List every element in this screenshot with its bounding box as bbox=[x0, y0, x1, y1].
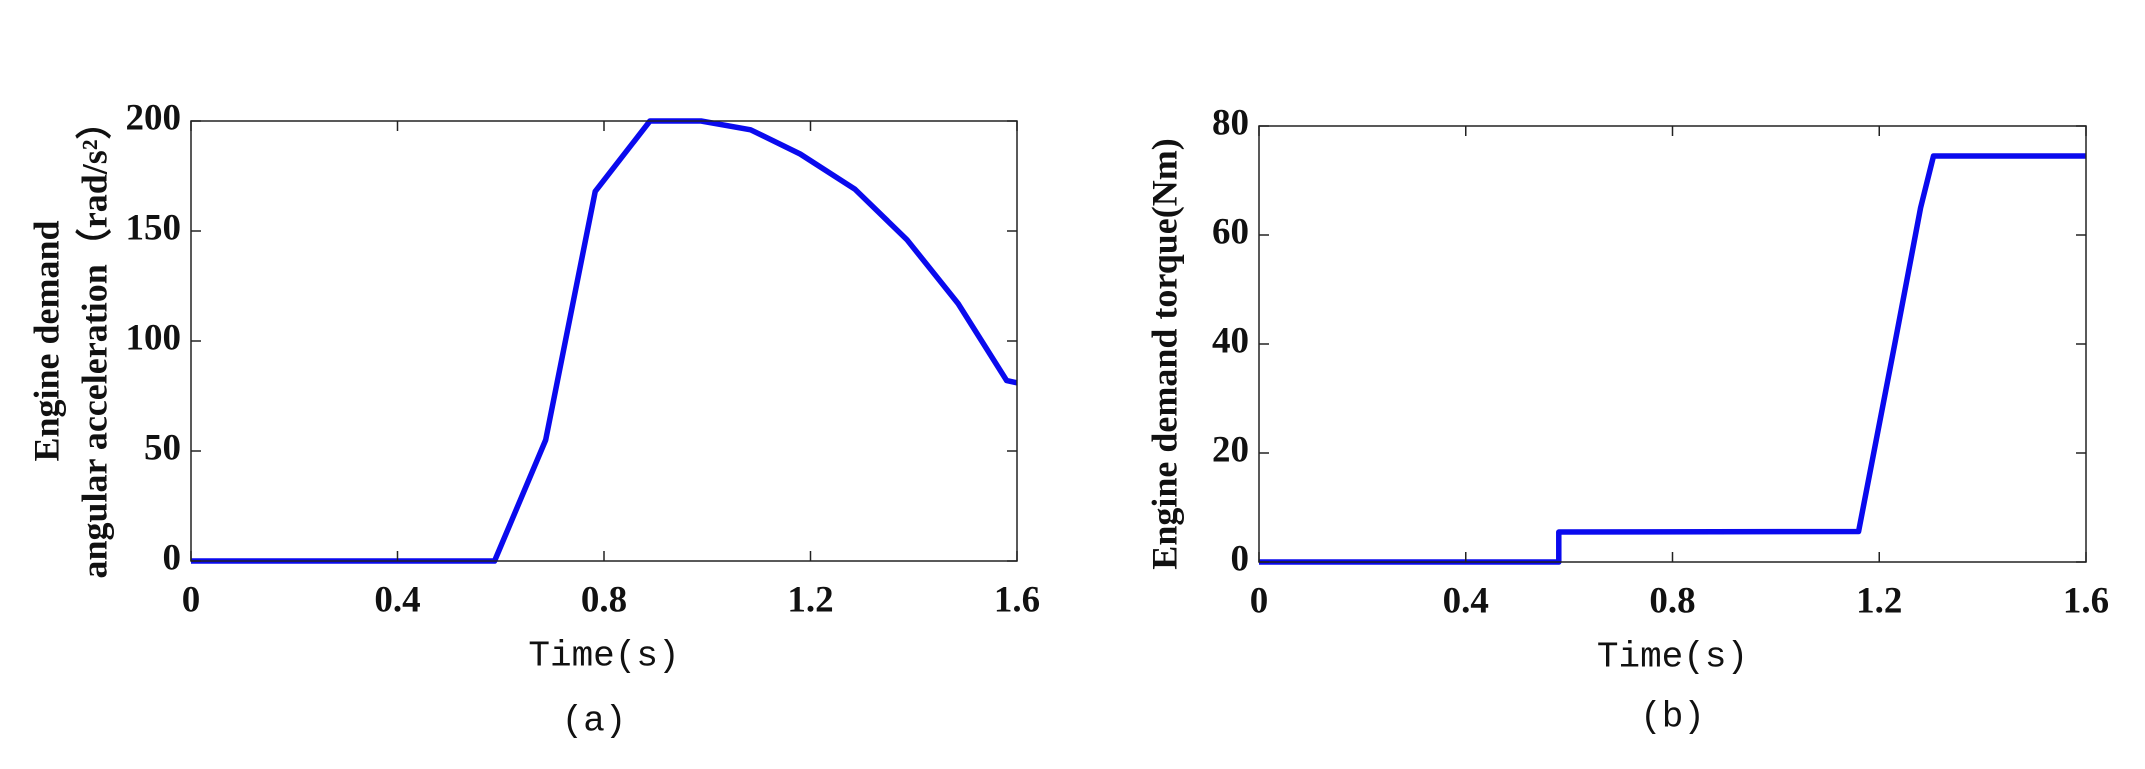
x-axis-label: Time(s) bbox=[1597, 637, 1748, 678]
y-tick-label: 150 bbox=[126, 207, 182, 248]
caption: (a) bbox=[562, 701, 627, 742]
x-axis-label: Time(s) bbox=[528, 636, 679, 677]
x-tick-label: 0.8 bbox=[1649, 580, 1695, 621]
y-tick-label: 80 bbox=[1212, 102, 1249, 143]
line bbox=[191, 118, 1018, 564]
y-tick-label: 0 bbox=[163, 537, 182, 578]
x-tick-label: 0 bbox=[182, 579, 201, 620]
y-tick-label: 0 bbox=[1231, 538, 1250, 579]
x-tick-label: 1.2 bbox=[1856, 580, 1902, 621]
x-tick-label: 1.6 bbox=[994, 579, 1040, 620]
y-tick-label: 20 bbox=[1212, 429, 1249, 470]
y-tick-label: 60 bbox=[1212, 211, 1249, 252]
x-tick-label: 0.4 bbox=[1443, 580, 1489, 621]
y-axis-label: angular acceleration（rad/s²） bbox=[74, 103, 114, 578]
line bbox=[1259, 153, 2086, 565]
x-tick-label: 1.2 bbox=[787, 579, 833, 620]
y-tick-label: 200 bbox=[126, 97, 182, 138]
x-tick-label: 0.4 bbox=[374, 579, 420, 620]
plot-frame bbox=[190, 120, 1018, 562]
x-tick-label: 0 bbox=[1250, 580, 1269, 621]
y-tick-label: 40 bbox=[1212, 320, 1249, 361]
y-axis-label: Engine demand bbox=[26, 220, 66, 461]
caption: (b) bbox=[1640, 697, 1705, 738]
x-tick-label: 1.6 bbox=[2063, 580, 2109, 621]
y-axis-label: Engine demand torque(Nm) bbox=[1144, 138, 1184, 569]
y-tick-label: 50 bbox=[144, 427, 181, 468]
plot-frame bbox=[1258, 125, 2087, 563]
x-tick-label: 0.8 bbox=[581, 579, 627, 620]
y-tick-label: 100 bbox=[126, 317, 182, 358]
